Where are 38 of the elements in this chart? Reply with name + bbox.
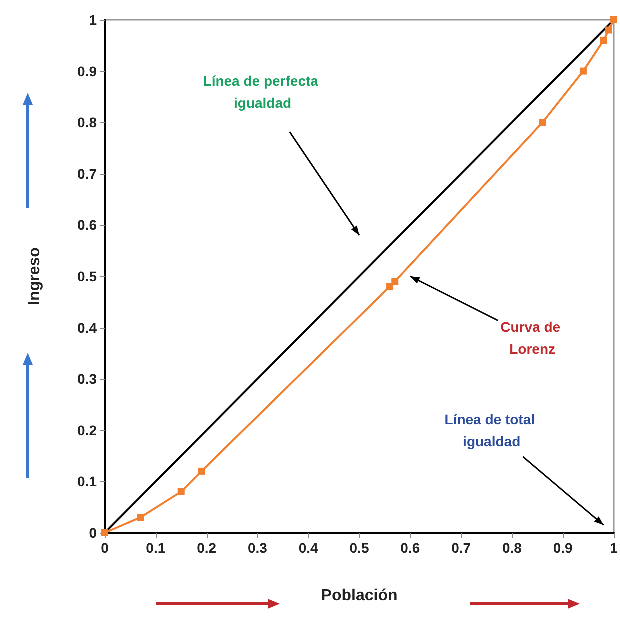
- y-tick-label: 0.4: [78, 320, 98, 336]
- y-tick-label: 1: [89, 12, 98, 28]
- point: [605, 26, 612, 34]
- y-tick-label: 0.6: [78, 217, 98, 234]
- point: [102, 530, 108, 536]
- x-tick-label: 0.2: [197, 540, 217, 556]
- annotation: Curva de Lorenz: [500, 319, 564, 358]
- point: [610, 16, 618, 24]
- x-tick-label: 0.3: [248, 540, 268, 556]
- x-tick-label: 0.4: [298, 540, 319, 556]
- y-tick-label: 0.5: [78, 268, 98, 284]
- point: [198, 468, 206, 475]
- x-tick-label: 0.1: [146, 540, 166, 556]
- annotation: Línea de total igualdad: [444, 411, 539, 450]
- point: [386, 283, 394, 290]
- point: [539, 119, 546, 126]
- y-tick-label: 0.1: [78, 474, 98, 490]
- point: [178, 488, 185, 496]
- x-tick-label: 1: [610, 540, 618, 556]
- x-tick-label: 0.9: [553, 540, 574, 556]
- point: [600, 37, 608, 44]
- annotation: Línea de perfecta igualdad: [203, 72, 322, 111]
- point: [392, 278, 399, 286]
- x-tick-label: 0.8: [502, 540, 522, 556]
- x-tick-label: 0.5: [350, 540, 370, 556]
- y-tick-label: 0.3: [78, 371, 98, 388]
- y-tick-label: 0.8: [78, 114, 98, 131]
- y-tick-label: 0: [89, 525, 98, 541]
- x-tick-label: 0: [101, 540, 110, 556]
- point: [137, 514, 144, 522]
- x-tick-label: 0.6: [400, 540, 420, 556]
- y-axis-title: Ingreso: [26, 247, 44, 306]
- x-tick-label: 0.7: [452, 540, 472, 556]
- y-tick-label: 0.9: [78, 63, 98, 80]
- point: [580, 68, 587, 75]
- y-tick-label: 0.7: [78, 166, 98, 182]
- x-axis-title: Población: [321, 588, 398, 604]
- y-tick-label: 0.2: [78, 422, 98, 438]
